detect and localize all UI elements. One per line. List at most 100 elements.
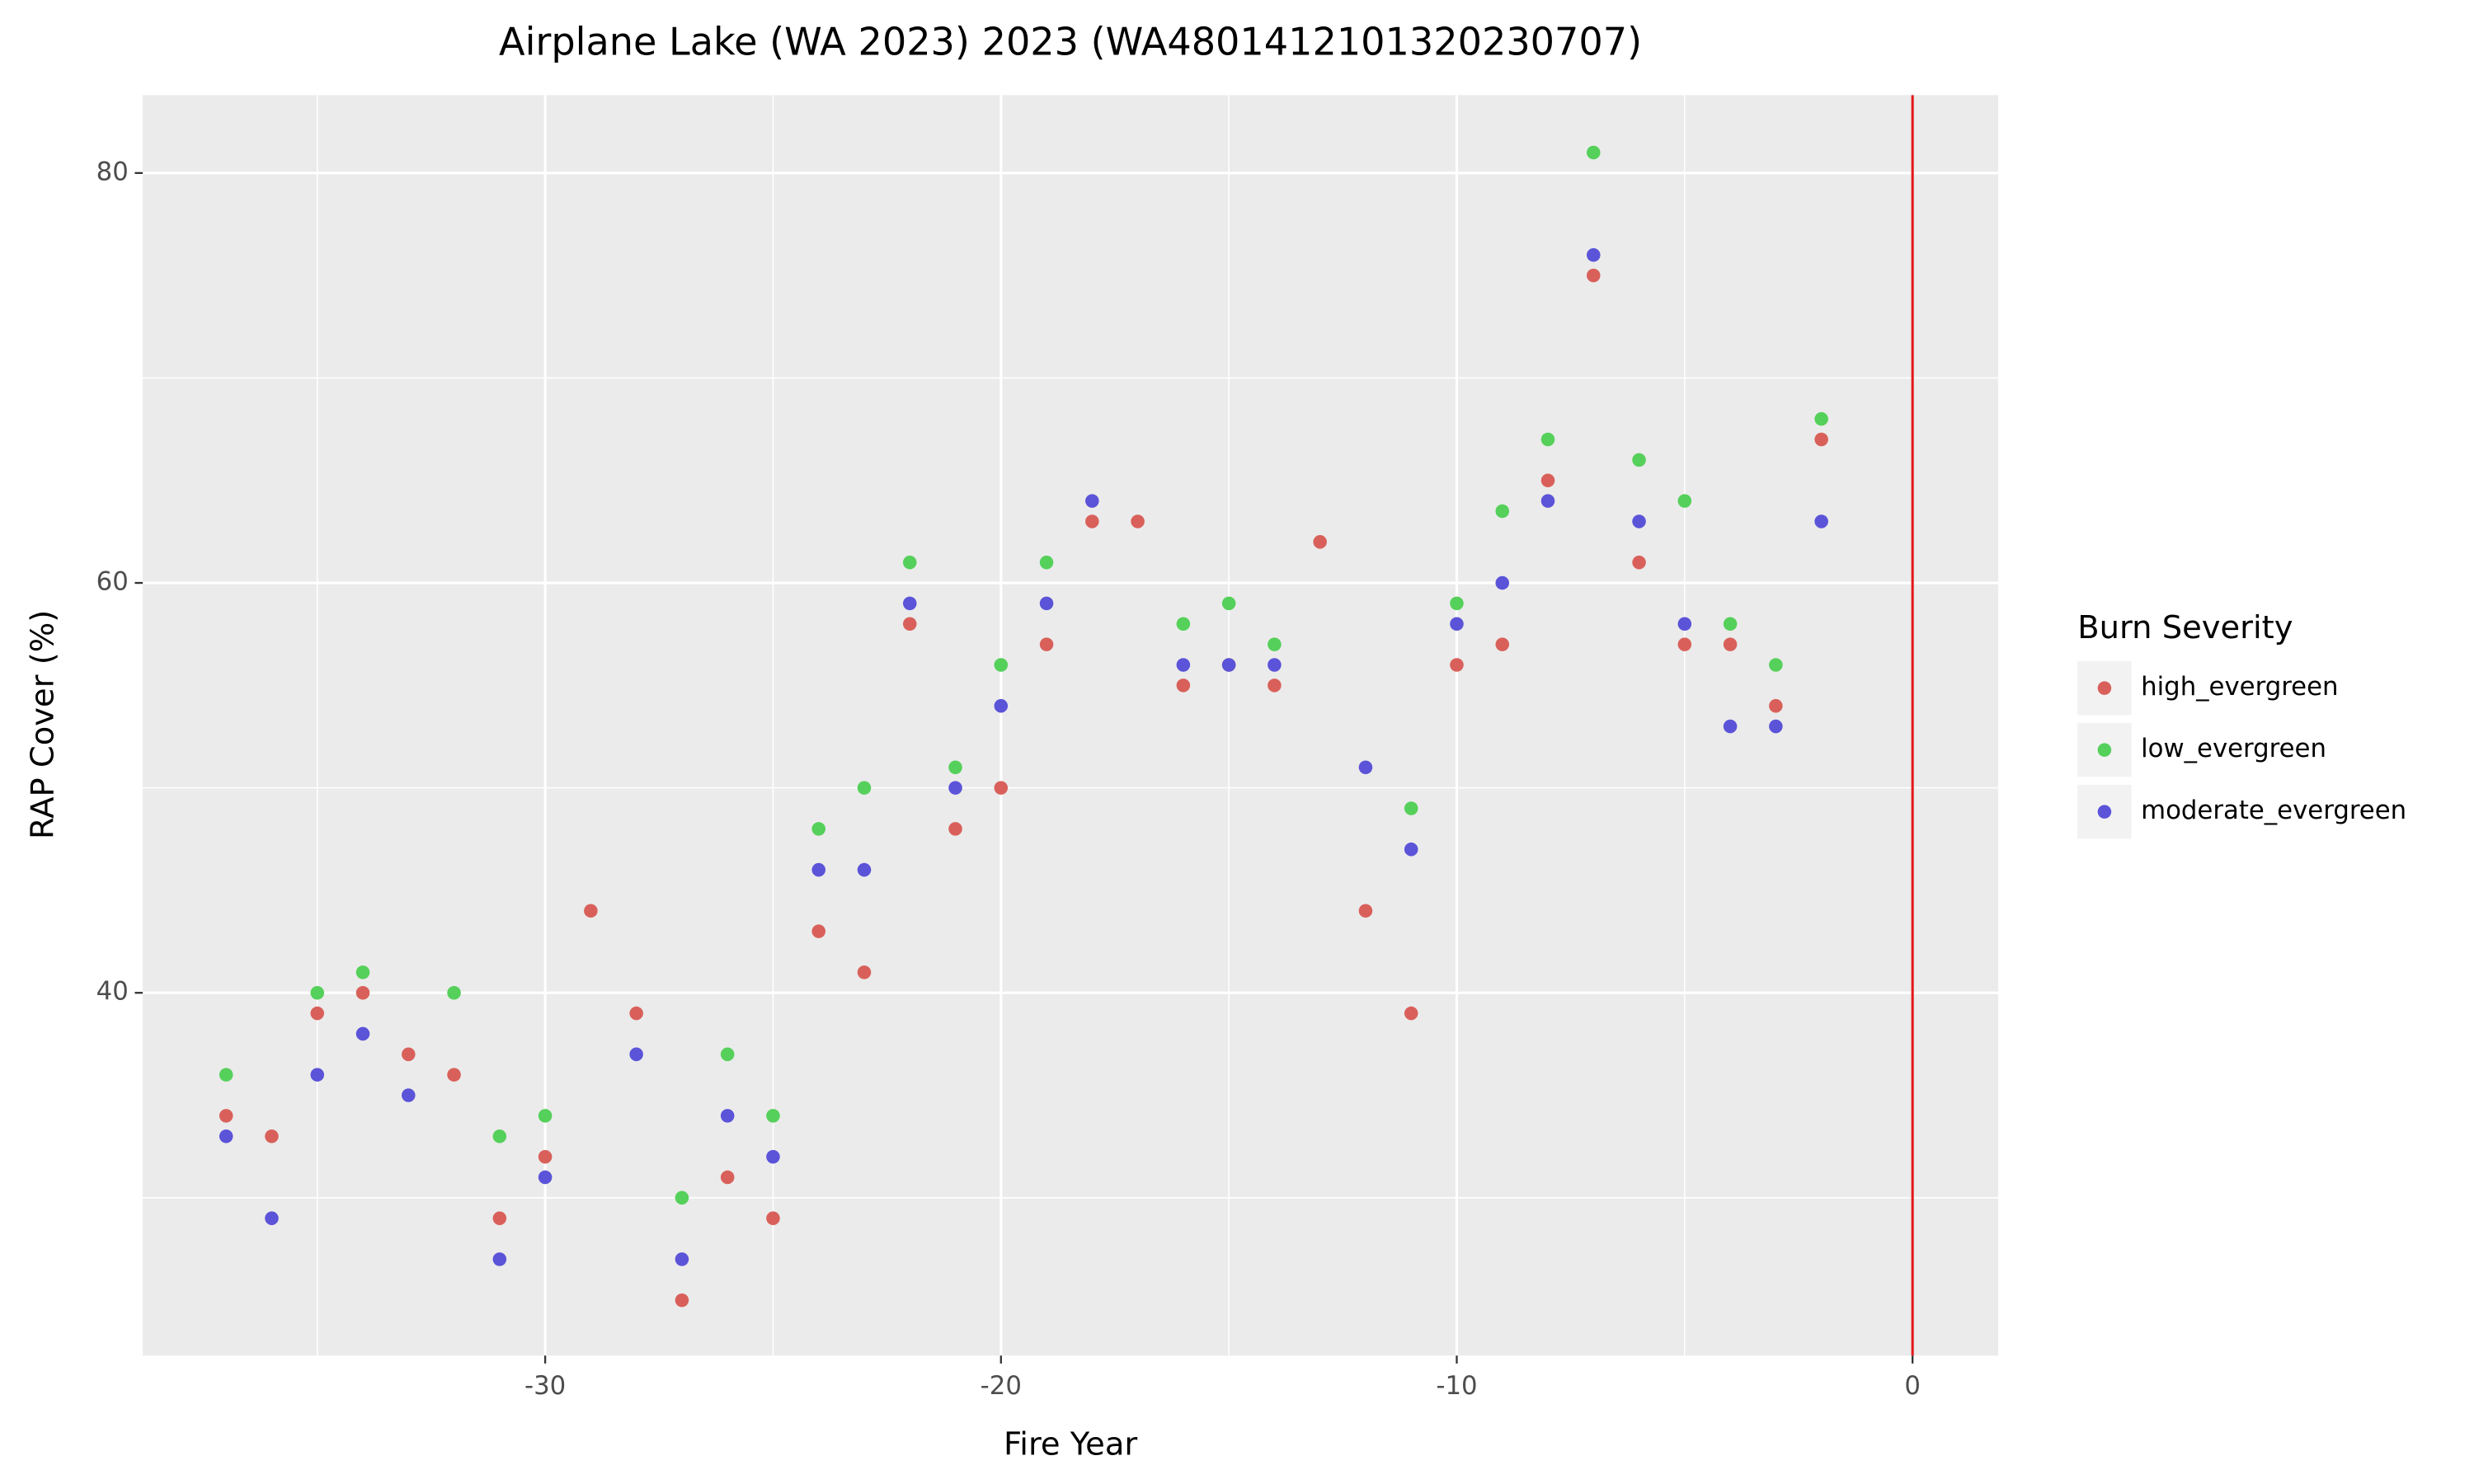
- point: [720, 1047, 735, 1062]
- chart-title: Airplane Lake (WA 2023) 2023 (WA48014121…: [499, 19, 1642, 63]
- x-tick-label: -10: [1436, 1371, 1477, 1401]
- point: [902, 596, 917, 611]
- point: [857, 965, 872, 979]
- point: [402, 1088, 416, 1102]
- point: [994, 698, 1009, 713]
- point: [720, 1170, 735, 1185]
- point: [902, 555, 917, 570]
- point: [219, 1129, 233, 1144]
- point: [994, 781, 1009, 795]
- point: [584, 904, 598, 918]
- point: [948, 822, 962, 836]
- point: [1176, 617, 1191, 632]
- point: [538, 1170, 553, 1185]
- point: [402, 1047, 416, 1062]
- point: [857, 862, 872, 877]
- x-tick-label: -30: [524, 1371, 566, 1401]
- point: [447, 1068, 461, 1082]
- y-tick-label: 40: [96, 977, 129, 1007]
- point: [675, 1190, 689, 1205]
- point: [1495, 504, 1510, 519]
- point: [355, 965, 370, 979]
- point: [1176, 658, 1191, 672]
- x-tick-label: 0: [1904, 1371, 1921, 1401]
- x-tick-label: -20: [981, 1371, 1022, 1401]
- point: [1268, 637, 1282, 651]
- point: [1450, 658, 1464, 672]
- point: [447, 985, 461, 1000]
- legend-label: moderate_evergreen: [2141, 796, 2406, 825]
- point: [1632, 555, 1646, 570]
- point: [1814, 411, 1828, 426]
- point: [1587, 248, 1601, 262]
- point: [1221, 658, 1236, 672]
- point: [1039, 596, 1054, 611]
- point: [1268, 658, 1282, 672]
- point: [1450, 617, 1464, 632]
- point: [1176, 679, 1191, 693]
- point: [766, 1149, 780, 1164]
- point: [1221, 596, 1236, 611]
- point: [1632, 453, 1646, 467]
- point: [1039, 637, 1054, 651]
- point: [1769, 658, 1783, 672]
- point: [538, 1149, 553, 1164]
- point: [994, 658, 1009, 672]
- point: [811, 822, 825, 836]
- point: [629, 1047, 643, 1062]
- point: [1677, 637, 1692, 651]
- point: [1404, 801, 1418, 815]
- point: [1723, 719, 1738, 734]
- point: [355, 1026, 370, 1041]
- point: [1085, 494, 1099, 508]
- point: [1540, 494, 1555, 508]
- point: [492, 1129, 507, 1144]
- point: [811, 924, 825, 938]
- point: [310, 1006, 325, 1021]
- point: [1358, 904, 1373, 918]
- point: [1039, 555, 1054, 570]
- point: [492, 1252, 507, 1266]
- x-axis-label: Fire Year: [1004, 1425, 1137, 1463]
- point: [1495, 637, 1510, 651]
- point: [675, 1293, 689, 1308]
- point: [1677, 494, 1692, 508]
- point: [1769, 719, 1783, 734]
- point: [310, 1068, 325, 1082]
- plot-panel: [143, 95, 1999, 1356]
- point: [1268, 679, 1282, 693]
- point: [1587, 268, 1601, 283]
- y-tick-label: 60: [96, 567, 129, 597]
- y-tick-label: 80: [96, 157, 129, 186]
- point: [265, 1129, 279, 1144]
- point: [355, 985, 370, 1000]
- point: [219, 1109, 233, 1123]
- y-axis-label: RAP Cover (%): [24, 610, 61, 839]
- point: [1769, 698, 1783, 713]
- point: [629, 1006, 643, 1021]
- point: [948, 781, 962, 795]
- point: [1085, 514, 1099, 528]
- point: [1313, 535, 1327, 549]
- point: [265, 1211, 279, 1225]
- point: [1814, 432, 1828, 447]
- legend-swatch: [2097, 743, 2112, 757]
- point: [1450, 596, 1464, 611]
- point: [219, 1068, 233, 1082]
- point: [902, 617, 917, 632]
- point: [675, 1252, 689, 1266]
- point: [1495, 575, 1510, 590]
- point: [1131, 514, 1145, 528]
- point: [1540, 432, 1555, 447]
- point: [1358, 760, 1373, 775]
- point: [310, 985, 325, 1000]
- point: [1814, 514, 1828, 528]
- point: [766, 1211, 780, 1225]
- point: [811, 862, 825, 877]
- legend-title: Burn Severity: [2077, 609, 2293, 646]
- point: [1723, 637, 1738, 651]
- legend-label: high_evergreen: [2141, 672, 2338, 702]
- point: [1632, 514, 1646, 528]
- point: [857, 781, 872, 795]
